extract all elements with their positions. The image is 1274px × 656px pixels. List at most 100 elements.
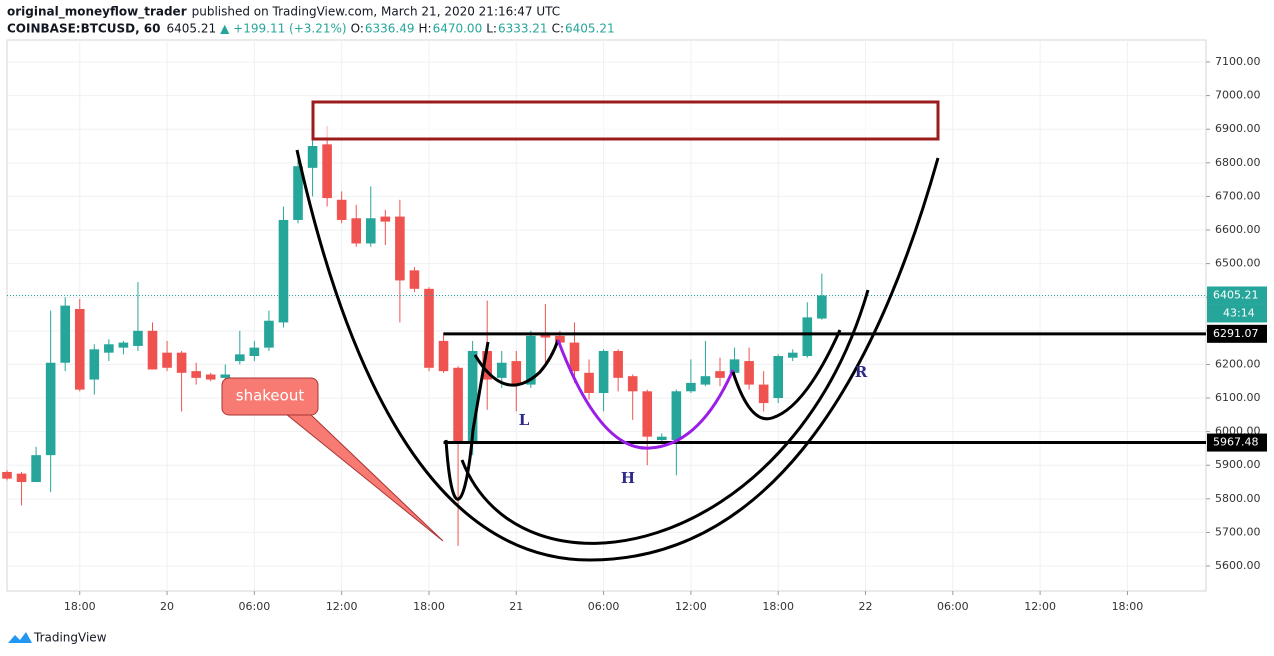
countdown: 43:14: [1223, 306, 1255, 319]
y-tick-label: 5900.00: [1215, 458, 1261, 471]
candle-body: [104, 344, 114, 353]
ohlc-value: 6336.49: [365, 22, 415, 36]
candle-body: [133, 330, 143, 346]
x-tick-label: 18:00: [1112, 600, 1144, 613]
candle-body: [264, 320, 274, 348]
level-box: [1207, 324, 1267, 343]
candle-body: [715, 371, 725, 378]
candle-body: [176, 352, 187, 373]
candle-body: [569, 342, 580, 372]
last-price-label: 6405.21: [1213, 288, 1259, 301]
candle-body: [60, 305, 71, 363]
ohlc-value: 6405.21: [565, 22, 615, 36]
level-label: 6291.07: [1213, 327, 1259, 340]
candle-body: [16, 473, 27, 483]
plot-frame: [6, 39, 1207, 592]
left-shoulder: [473, 339, 560, 387]
r-label: R: [855, 363, 868, 381]
cup-curve: [295, 149, 940, 562]
candle-body: [380, 216, 391, 222]
candle-body: [322, 144, 332, 199]
x-tick-label: 12:00: [326, 600, 358, 613]
last-price: 6405.21: [167, 22, 217, 36]
candle-body: [453, 367, 463, 442]
ohlc-label: L:: [486, 22, 497, 36]
candle-body: [496, 362, 507, 378]
candle-body: [758, 384, 769, 404]
y-tick-label: 5600.00: [1215, 559, 1261, 572]
candle-body: [511, 361, 522, 385]
candle-body: [395, 216, 405, 281]
candle-body: [729, 359, 740, 373]
ohlc-value: 6333.21: [498, 22, 548, 36]
shakeout-label: shakeout: [236, 387, 305, 405]
candle-body: [336, 199, 347, 220]
published: published on TradingView.com, March 21, …: [192, 5, 561, 19]
candle-body: [555, 335, 565, 343]
arc-curve: [460, 289, 870, 545]
level-label: 5967.48: [1213, 436, 1259, 449]
candle-body: [74, 308, 85, 390]
l-label: L: [519, 411, 530, 429]
candle-body: [351, 218, 362, 244]
candle-body: [2, 471, 12, 479]
y-tick-label: 6500.00: [1215, 257, 1261, 270]
y-tick-label: 6600.00: [1215, 223, 1261, 236]
candle-body: [293, 166, 303, 220]
y-tick-label: 6900.00: [1215, 122, 1261, 135]
candle-body: [671, 391, 682, 441]
x-tick-label: 06:00: [588, 600, 620, 613]
x-tick-label: 18:00: [413, 600, 445, 613]
candle-body: [642, 391, 653, 437]
level-box: [1207, 433, 1267, 452]
candle-body: [147, 330, 158, 370]
candle-body: [191, 371, 201, 378]
candle-body: [802, 317, 813, 357]
candle-body: [686, 382, 696, 392]
candle-body: [482, 350, 492, 380]
ohlc-value: 6470.00: [433, 22, 483, 36]
x-tick-label: 20: [160, 600, 174, 613]
x-tick-label: 12:00: [1024, 600, 1056, 613]
y-tick-label: 6800.00: [1215, 156, 1261, 169]
drawings: [221, 100, 940, 562]
countdown-box: [1207, 304, 1267, 323]
candle-body: [438, 340, 449, 372]
candle-body: [598, 350, 609, 393]
candle-body: [584, 372, 594, 393]
candle-body: [744, 361, 754, 385]
candle-body: [249, 347, 260, 357]
candle-body: [787, 352, 798, 358]
author: original_moneyflow_trader: [7, 5, 187, 20]
x-tick-label: 18:00: [762, 600, 794, 613]
candle-body: [656, 436, 667, 441]
brand: TradingView: [33, 631, 107, 645]
candle-body: [773, 356, 784, 399]
x-tick-label: 22: [859, 600, 873, 613]
candle-body: [118, 342, 129, 348]
y-tick-label: 7100.00: [1215, 55, 1261, 68]
candle-body: [627, 376, 638, 392]
resistance-box: [311, 100, 940, 141]
candle-body: [205, 374, 216, 380]
candle-body: [45, 362, 56, 456]
y-tick-label: 6700.00: [1215, 189, 1261, 202]
candle-body: [278, 219, 289, 323]
candle-body: [162, 352, 172, 368]
head-curve: [556, 339, 735, 450]
x-tick-label: 12:00: [675, 600, 707, 613]
x-tick-label: 21: [509, 600, 523, 613]
callout-tail: [284, 413, 444, 542]
candle-body: [220, 374, 231, 378]
y-tick-label: 6200.00: [1215, 357, 1261, 370]
ohlc-label: O:: [351, 22, 364, 36]
shakeout-curve: [444, 341, 490, 501]
candle-body: [365, 218, 376, 244]
candle-body: [817, 295, 827, 319]
candle-body: [467, 350, 478, 442]
last-price-box: [1207, 286, 1267, 305]
candle-body: [700, 376, 711, 385]
candle-body: [526, 335, 536, 385]
logo: [8, 632, 32, 643]
x-tick-label: 06:00: [239, 600, 271, 613]
